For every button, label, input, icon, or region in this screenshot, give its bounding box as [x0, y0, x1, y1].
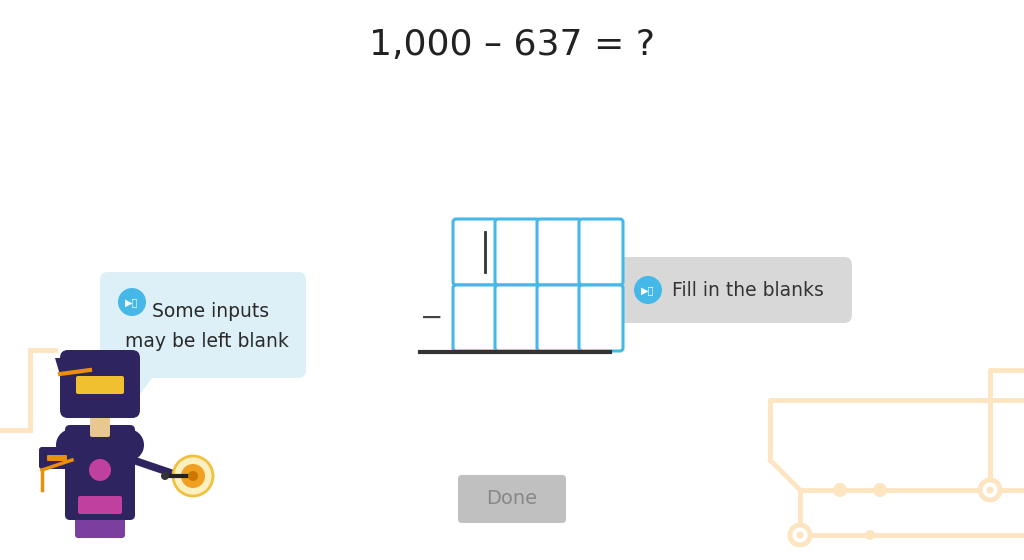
- Circle shape: [56, 429, 88, 461]
- Text: Fill in the blanks: Fill in the blanks: [672, 281, 824, 300]
- Circle shape: [634, 276, 662, 304]
- Circle shape: [865, 530, 874, 540]
- Circle shape: [173, 456, 213, 496]
- FancyBboxPatch shape: [495, 219, 539, 285]
- FancyBboxPatch shape: [78, 496, 122, 514]
- Circle shape: [112, 429, 144, 461]
- Circle shape: [161, 472, 169, 480]
- FancyBboxPatch shape: [60, 350, 140, 418]
- Circle shape: [89, 459, 111, 481]
- FancyBboxPatch shape: [90, 405, 110, 437]
- Text: Some inputs: Some inputs: [153, 302, 269, 321]
- Text: 1,000 – 637 = ?: 1,000 – 637 = ?: [369, 28, 655, 62]
- Polygon shape: [130, 455, 180, 480]
- Text: −: −: [421, 304, 443, 332]
- FancyBboxPatch shape: [537, 219, 581, 285]
- Text: may be left blank: may be left blank: [125, 332, 289, 351]
- Circle shape: [986, 487, 993, 493]
- Polygon shape: [130, 370, 158, 408]
- Circle shape: [790, 525, 810, 545]
- FancyBboxPatch shape: [453, 219, 497, 285]
- FancyBboxPatch shape: [579, 219, 623, 285]
- Circle shape: [188, 471, 198, 481]
- Polygon shape: [604, 280, 624, 300]
- FancyBboxPatch shape: [458, 475, 566, 523]
- Circle shape: [797, 531, 804, 539]
- Circle shape: [980, 480, 1000, 500]
- Text: Done: Done: [486, 489, 538, 508]
- Text: ▶⧉: ▶⧉: [641, 285, 654, 295]
- FancyBboxPatch shape: [65, 425, 135, 520]
- FancyBboxPatch shape: [453, 285, 497, 351]
- FancyBboxPatch shape: [495, 285, 539, 351]
- Circle shape: [873, 483, 887, 497]
- FancyBboxPatch shape: [75, 507, 125, 538]
- Circle shape: [833, 483, 847, 497]
- FancyBboxPatch shape: [579, 285, 623, 351]
- FancyBboxPatch shape: [47, 455, 67, 461]
- FancyBboxPatch shape: [616, 257, 852, 323]
- Circle shape: [181, 464, 205, 488]
- Polygon shape: [55, 358, 90, 375]
- FancyBboxPatch shape: [537, 285, 581, 351]
- Circle shape: [118, 288, 146, 316]
- Text: ▶⧉: ▶⧉: [125, 297, 138, 307]
- FancyBboxPatch shape: [100, 272, 306, 378]
- FancyBboxPatch shape: [39, 447, 75, 469]
- FancyBboxPatch shape: [76, 376, 124, 394]
